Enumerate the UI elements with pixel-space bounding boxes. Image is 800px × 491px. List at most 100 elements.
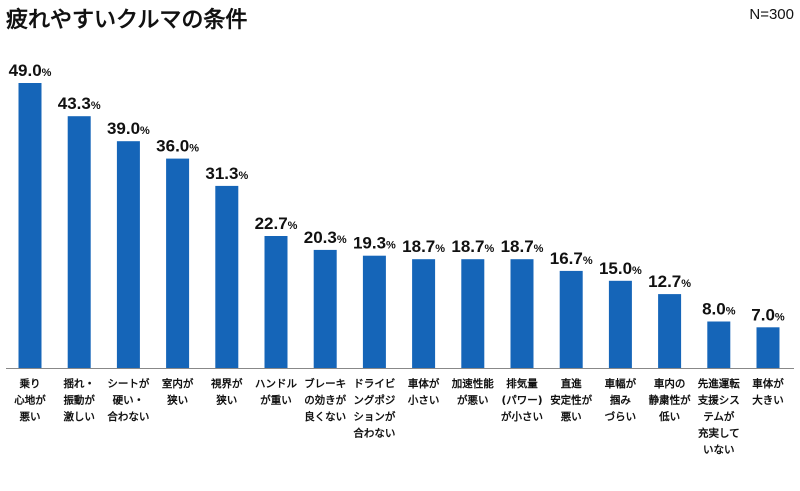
bar — [264, 236, 288, 368]
category-label-line: ブレーキ — [304, 377, 346, 390]
category-label-line: 揺れ・ — [63, 377, 95, 390]
data-label-unit: % — [534, 243, 544, 255]
data-label-unit: % — [238, 170, 248, 182]
category-label: 排気量 (パワー) が小さい — [501, 377, 543, 423]
data-label-value: 39.0 — [107, 119, 140, 138]
category-label: ハンドルが重い — [255, 378, 297, 407]
data-label: 12.7% — [648, 272, 691, 291]
bar — [116, 141, 140, 368]
data-label-value: 49.0 — [9, 61, 42, 80]
data-label: 31.3% — [205, 164, 248, 183]
data-label: 39.0% — [107, 119, 150, 138]
bar — [18, 83, 42, 368]
category-label: 乗り心地が悪い — [14, 377, 46, 423]
category-label: シートが硬い・合わない — [106, 377, 149, 423]
category-label-line: 悪い — [20, 411, 41, 423]
category-label-line: 直進 — [561, 377, 582, 390]
data-label-unit: % — [337, 234, 347, 246]
category-label-line: 振動が — [63, 394, 95, 407]
data-label: 20.3% — [304, 228, 347, 247]
category-label: 加速性能が悪い — [451, 377, 494, 407]
category-label-line: づらい — [605, 410, 637, 423]
category-label-line: 視界が — [210, 377, 243, 390]
category-label: 車内の静粛性が低い — [649, 377, 691, 423]
bar — [559, 270, 583, 368]
data-label: 18.7% — [402, 237, 445, 256]
data-label: 36.0% — [156, 137, 199, 156]
category-label-line: ションが — [353, 410, 395, 423]
data-label-unit: % — [288, 220, 298, 232]
category-label-line: の効きが — [304, 394, 346, 407]
category-label-line: ハンドル — [255, 378, 297, 390]
category-label-line: 先進運転 — [698, 377, 740, 390]
category-label-line: シートが — [107, 377, 149, 390]
category-label: 車幅が掴みづらい — [605, 377, 637, 423]
data-label-value: 15.0 — [599, 259, 632, 278]
category-label-line: 静粛性が — [649, 394, 691, 407]
category-label-line: が悪い — [457, 394, 489, 407]
data-label-value: 18.7 — [402, 237, 435, 256]
data-label-unit: % — [386, 240, 396, 252]
data-label-value: 8.0 — [702, 300, 726, 319]
data-label-value: 31.3 — [205, 164, 238, 183]
category-label-line: 合わない — [352, 427, 395, 440]
data-label: 18.7% — [451, 237, 494, 256]
category-label-line: いない — [703, 444, 735, 456]
data-label: 19.3% — [353, 234, 396, 253]
category-label: 揺れ・振動が激しい — [63, 377, 95, 423]
category-label-line: 車体が — [408, 377, 440, 390]
category-label-line: 加速性能 — [451, 377, 494, 390]
data-label-unit: % — [632, 265, 642, 277]
category-label: ブレーキの効きが良くない — [304, 377, 346, 423]
category-label-line: 車体が — [752, 377, 784, 390]
data-label-unit: % — [140, 125, 150, 137]
category-label: 室内が狭い — [162, 377, 194, 407]
category-label-line: 車内の — [654, 377, 686, 390]
category-label-line: 狭い — [166, 394, 188, 407]
category-label-line: 安定性が — [550, 394, 592, 407]
data-label: 22.7% — [255, 214, 298, 233]
data-label: 8.0% — [702, 300, 736, 319]
bar — [756, 327, 780, 368]
data-label-value: 18.7 — [501, 237, 534, 256]
category-label-line: 車幅が — [605, 377, 637, 390]
category-label-line: 支援シス — [697, 394, 740, 407]
category-label-line: 大きい — [752, 394, 784, 407]
bar — [166, 158, 190, 368]
data-label-unit: % — [583, 255, 593, 267]
data-label-value: 36.0 — [156, 137, 189, 156]
data-label-value: 16.7 — [550, 249, 583, 268]
bar — [707, 321, 731, 368]
data-label-unit: % — [435, 243, 445, 255]
data-label-value: 7.0 — [751, 305, 775, 324]
category-label-line: が重い — [260, 394, 292, 407]
data-label-unit: % — [681, 278, 691, 290]
category-label-line: ングポジ — [353, 394, 395, 407]
category-label-line: ドライビ — [353, 377, 395, 390]
bar — [658, 294, 682, 368]
chart-title: 疲れやすいクルマの条件 — [6, 8, 248, 33]
bar — [362, 255, 386, 368]
data-label-unit: % — [42, 67, 52, 79]
data-label-unit: % — [91, 100, 101, 112]
data-label-value: 22.7 — [255, 214, 288, 233]
bar — [313, 249, 337, 368]
data-label-value: 18.7 — [451, 237, 484, 256]
sample-size-label: N=300 — [749, 6, 794, 23]
data-label-unit: % — [775, 311, 785, 323]
category-label: 車体が大きい — [752, 377, 784, 407]
category-label-line: 掴み — [610, 394, 631, 407]
category-label: ドライビングポジションが合わない — [352, 377, 395, 440]
data-label-value: 20.3 — [304, 228, 337, 247]
category-label: 車体が小さい — [407, 377, 440, 407]
category-label-line: 合わない — [106, 410, 149, 423]
data-label: 15.0% — [599, 259, 642, 278]
data-label: 49.0% — [9, 61, 52, 80]
category-label-line: 硬い・ — [113, 395, 145, 407]
category-label-line: 小さい — [407, 394, 440, 407]
data-label: 43.3% — [58, 94, 101, 113]
category-label-line: 充実して — [698, 427, 740, 440]
category-label-line: 室内が — [162, 377, 194, 390]
data-label: 18.7% — [501, 237, 544, 256]
